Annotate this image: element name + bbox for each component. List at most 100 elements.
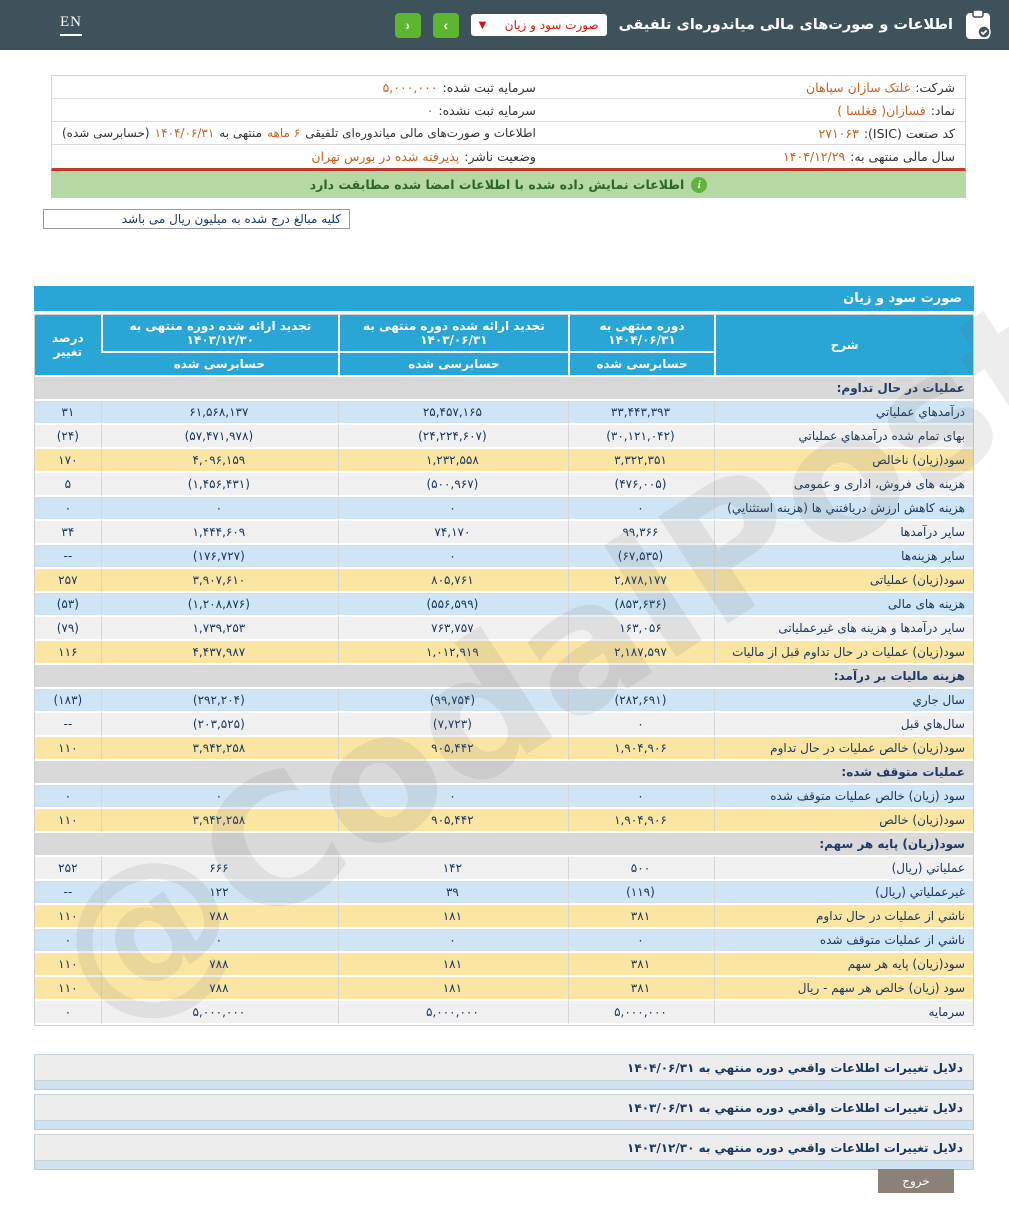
company-value: غلتک سازان سپاهان bbox=[806, 79, 911, 95]
row-label: سود (زیان) خالص عملیات متوقف شده bbox=[714, 785, 973, 809]
change-reason-link[interactable]: دلایل تغییرات اطلاعات واقعي دوره منتهي ب… bbox=[34, 1094, 974, 1121]
table-row: هزینه کاهش ارزش دریافتني ها (هزینه استثن… bbox=[35, 497, 973, 521]
row-label: غیرعملیاتي (ریال) bbox=[714, 881, 973, 905]
registered-capital-row: سرمایه ثبت شده: ۵,۰۰۰,۰۰۰ bbox=[52, 76, 546, 99]
cell-v2: (۹۹,۷۵۴) bbox=[338, 689, 568, 713]
audited-label: حسابرسی شده bbox=[100, 353, 339, 377]
cell-pct: ۰ bbox=[35, 1001, 101, 1025]
chevron-down-icon: ▼ bbox=[478, 19, 487, 31]
exit-button[interactable]: خروج bbox=[878, 1169, 954, 1193]
section-row: عملیات متوقف شده: bbox=[35, 761, 973, 785]
cell-v1: ۰ bbox=[567, 785, 715, 809]
cell-pct: ۳۴ bbox=[35, 521, 101, 545]
fiscal-year-label: سال مالی منتهی به: bbox=[850, 149, 955, 164]
change-reason-link[interactable]: دلایل تغییرات اطلاعات واقعي دوره منتهي ب… bbox=[34, 1134, 974, 1161]
unregistered-capital-row: سرمایه ثبت نشده: ۰ bbox=[52, 99, 546, 122]
cell-v2: ۹۰۵,۴۴۲ bbox=[338, 737, 568, 761]
cell-v3: ۱,۷۳۹,۲۵۳ bbox=[100, 617, 339, 641]
cell-v3: ۶۶۶ bbox=[100, 857, 339, 881]
cell-v2: ۳۹ bbox=[338, 881, 568, 905]
cell-v1: ۰ bbox=[567, 497, 715, 521]
row-label: سال جاري bbox=[714, 689, 973, 713]
cell-pct: ۲۵۲ bbox=[35, 857, 101, 881]
cell-v1: ۱۶۳,۰۵۶ bbox=[567, 617, 715, 641]
symbol-row: نماد: فسازان( فغلسا ) bbox=[545, 99, 965, 122]
cell-v2: ۱۸۱ bbox=[338, 905, 568, 929]
audited-label: حسابرسی شده bbox=[338, 353, 568, 377]
cell-pct: ۱۱۶ bbox=[35, 641, 101, 665]
cell-v2: ۹۰۵,۴۴۲ bbox=[338, 809, 568, 833]
symbol-label: نماد: bbox=[930, 102, 955, 118]
row-label: سایر درآمدها bbox=[714, 521, 973, 545]
row-label: هزینه های مالی bbox=[714, 593, 973, 617]
symbol-value: فسازان( فغلسا ) bbox=[837, 102, 926, 118]
section-label: سود(زیان) پایه هر سهم: bbox=[35, 833, 973, 857]
cell-v3: ۳,۹۴۲,۲۵۸ bbox=[100, 809, 339, 833]
row-label: سود(زیان) عملیاتی bbox=[714, 569, 973, 593]
cell-pct: ۱۱۰ bbox=[35, 977, 101, 1001]
change-reason-link[interactable]: دلایل تغییرات اطلاعات واقعي دوره منتهي ب… bbox=[34, 1054, 974, 1081]
report-sentence-part: اطلاعات و صورت‌های مالی میاندوره‌ای تلفی… bbox=[305, 126, 536, 140]
table-row: غیرعملیاتي (ریال) (۱۱۹) ۳۹ ۱۲۲ -- bbox=[35, 881, 973, 905]
cell-pct: (۵۳) bbox=[35, 593, 101, 617]
isic-row: کد صنعت (ISIC): ۲۷۱۰۶۳ bbox=[545, 122, 965, 145]
table-row: ناشي از عملیات در حال تداوم ۳۸۱ ۱۸۱ ۷۸۸ ۱۱۰ bbox=[35, 905, 973, 929]
section-row: هزینه مالیات بر درآمد: bbox=[35, 665, 973, 689]
section-row: سود(زیان) پایه هر سهم: bbox=[35, 833, 973, 857]
statement-select[interactable]: صورت سود و زیان ▼ bbox=[470, 14, 607, 36]
issuer-status-value: پذیرفته شده در بورس تهران bbox=[311, 149, 460, 164]
cell-v2: (۲۴,۲۲۴,۶۰۷) bbox=[338, 425, 568, 449]
table-row: هزینه های مالی (۸۵۳,۶۳۶) (۵۵۶,۵۹۹) (۱,۲۰۸,۸… bbox=[35, 593, 973, 617]
cell-v2: ۱۸۱ bbox=[338, 977, 568, 1001]
next-statement-button[interactable]: › bbox=[432, 12, 459, 38]
cell-v1: ۰ bbox=[567, 929, 715, 953]
cell-pct: ۲۵۷ bbox=[35, 569, 101, 593]
cell-v1: ۵۰۰ bbox=[567, 857, 715, 881]
cell-v3: (۵۷,۴۷۱,۹۷۸) bbox=[100, 425, 339, 449]
company-row: شرکت: غلتک سازان سپاهان bbox=[545, 76, 965, 99]
cell-v3: ۶۱,۵۶۸,۱۳۷ bbox=[100, 401, 339, 425]
page-title: اطلاعات و صورت‌های مالی میاندوره‌ای تلفی… bbox=[618, 17, 953, 33]
cell-v2: ۰ bbox=[338, 929, 568, 953]
table-row: سود(زیان) خالص عملیات در حال تداوم ۱,۹۰۴,… bbox=[35, 737, 973, 761]
cell-v3: ۳,۹۰۷,۶۱۰ bbox=[100, 569, 339, 593]
row-label: سرمایه bbox=[714, 1001, 973, 1025]
cell-v1: (۴۷۶,۰۰۵) bbox=[567, 473, 715, 497]
row-label: سایر هزینه‌ها bbox=[714, 545, 973, 569]
row-label: سود (زیان) خالص هر سهم - ریال bbox=[714, 977, 973, 1001]
clipboard-check-icon bbox=[966, 10, 991, 39]
table-row: سود (زیان) خالص عملیات متوقف شده ۰ ۰ ۰ ۰ bbox=[35, 785, 973, 809]
unregistered-capital-value: ۰ bbox=[426, 102, 434, 118]
row-label: سال‌هاي قبل bbox=[714, 713, 973, 737]
cell-pct: ۰ bbox=[35, 785, 101, 809]
cell-v3: ۴,۴۳۷,۹۸۷ bbox=[100, 641, 339, 665]
table-row: سود(زیان) ناخالص ۳,۳۲۲,۳۵۱ ۱,۲۳۲,۵۵۸ ۴,۰۹۶,… bbox=[35, 449, 973, 473]
cell-v3: ۰ bbox=[100, 929, 339, 953]
registered-capital-value: ۵,۰۰۰,۰۰۰ bbox=[382, 79, 438, 95]
row-label: سود(زیان) پایه هر سهم bbox=[714, 953, 973, 977]
cell-v2: (۷,۷۲۳) bbox=[338, 713, 568, 737]
report-date-highlight: ۱۴۰۴/۰۶/۳۱ bbox=[154, 126, 215, 140]
table-row: سال‌هاي قبل ۰ (۷,۷۲۳) (۲۰۳,۵۲۵) -- bbox=[35, 713, 973, 737]
language-toggle-en[interactable]: EN bbox=[60, 14, 82, 36]
cell-pct: (۷۹) bbox=[35, 617, 101, 641]
cell-v3: ۰ bbox=[100, 785, 339, 809]
cell-v2: ۰ bbox=[338, 497, 568, 521]
section-label: هزینه مالیات بر درآمد: bbox=[35, 665, 973, 689]
accordion-strip bbox=[34, 1161, 974, 1170]
table-row: سود(زیان) پایه هر سهم ۳۸۱ ۱۸۱ ۷۸۸ ۱۱۰ bbox=[35, 953, 973, 977]
cell-v2: ۱۴۲ bbox=[338, 857, 568, 881]
cell-v1: ۲,۱۸۷,۵۹۷ bbox=[567, 641, 715, 665]
previous-statement-button[interactable]: ‹ bbox=[394, 12, 421, 38]
table-row: سال جاري (۲۸۲,۶۹۱) (۹۹,۷۵۴) (۲۹۲,۲۰۴) (۱۸۳) bbox=[35, 689, 973, 713]
row-label: سود(زیان) عملیات در حال تداوم قبل از مال… bbox=[714, 641, 973, 665]
table-row: سایر هزینه‌ها (۶۷,۵۳۵) ۰ (۱۷۶,۷۲۷) -- bbox=[35, 545, 973, 569]
statement-title-bar: صورت سود و زیان bbox=[34, 286, 974, 311]
row-label: درآمدهاي عملياتي bbox=[714, 401, 973, 425]
units-note: کلیه مبالغ درج شده به میلیون ریال می باش… bbox=[43, 209, 350, 229]
fiscal-year-value: ۱۴۰۴/۱۲/۲۹ bbox=[783, 149, 846, 164]
cell-v1: ۱,۹۰۴,۹۰۶ bbox=[567, 809, 715, 833]
cell-v2: ۵,۰۰۰,۰۰۰ bbox=[338, 1001, 568, 1025]
cell-v3: (۱,۲۰۸,۸۷۶) bbox=[100, 593, 339, 617]
